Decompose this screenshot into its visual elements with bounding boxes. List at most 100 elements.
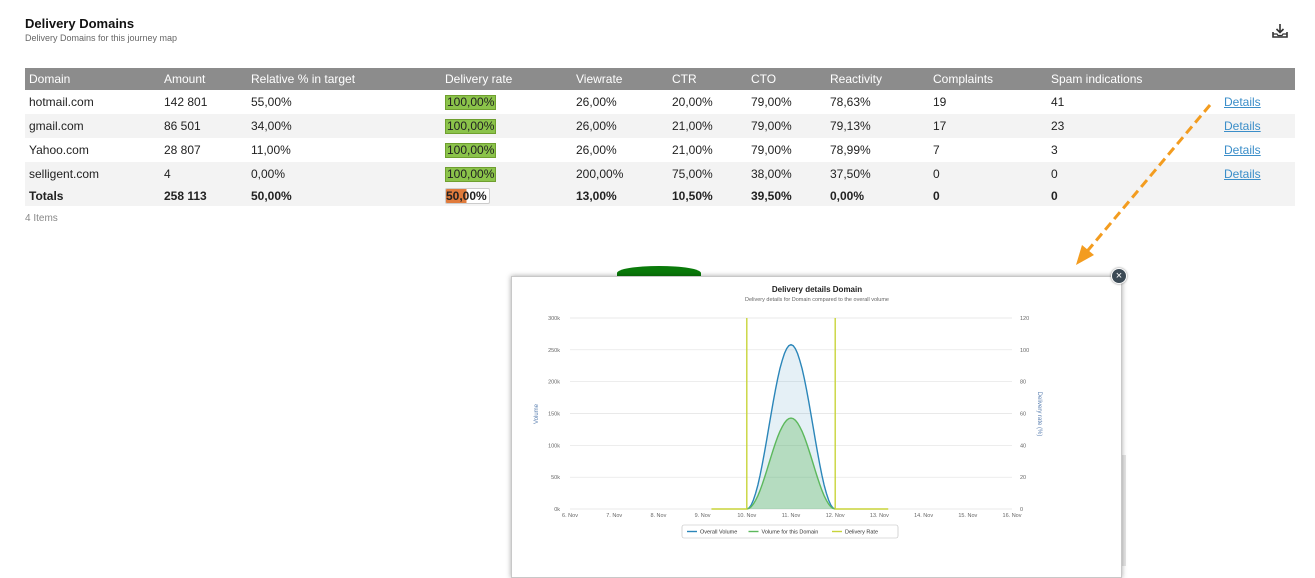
column-header[interactable]: Viewrate — [572, 68, 668, 90]
column-header[interactable]: Complaints — [929, 68, 1047, 90]
cell-cto: 79,00% — [751, 143, 792, 157]
y2-tick-label: 120 — [1020, 316, 1029, 322]
column-header[interactable]: Amount — [160, 68, 247, 90]
delivery-rate-badge: 100,00% — [445, 166, 497, 182]
table-row: Yahoo.com 28 807 11,00% 100,00% 26,00% 2… — [25, 138, 1295, 162]
table-row: selligent.com 4 0,00% 100,00% 200,00% 75… — [25, 162, 1295, 186]
delivery-rate-badge: 100,00% — [445, 94, 497, 110]
cell-complaints: 0 — [929, 162, 1047, 186]
column-header[interactable]: Relative % in target — [247, 68, 441, 90]
x-tick-label: 15. Nov — [958, 513, 977, 519]
totals-amount: 258 113 — [160, 186, 247, 206]
column-header[interactable]: Delivery rate — [441, 68, 572, 90]
area-overall-volume — [746, 344, 836, 509]
area-volume-for-domain — [746, 418, 836, 509]
x-tick-label: 13. Nov — [870, 513, 889, 519]
cell-complaints: 17 — [929, 114, 1047, 138]
x-tick-label: 16. Nov — [1003, 513, 1022, 519]
y2-tick-label: 20 — [1020, 475, 1026, 481]
cell-amount: 4 — [160, 162, 247, 186]
domains-table: Domain Amount Relative % in target Deliv… — [25, 68, 1295, 206]
table-row: gmail.com 86 501 34,00% 100,00% 26,00% 2… — [25, 114, 1295, 138]
legend-label: Delivery Rate — [845, 530, 878, 536]
details-link[interactable]: Details — [1224, 143, 1261, 157]
x-tick-label: 7. Nov — [606, 513, 622, 519]
y-tick-label: 150k — [548, 412, 560, 418]
y2-tick-label: 60 — [1020, 412, 1026, 418]
y-tick-label: 50k — [551, 475, 560, 481]
details-link[interactable]: Details — [1224, 95, 1261, 109]
totals-delivery: 50,00% — [441, 186, 572, 206]
cell-reactivity: 37,50% — [826, 162, 929, 186]
column-header[interactable]: CTO — [747, 68, 826, 90]
cell-amount: 86 501 — [160, 114, 247, 138]
totals-complaints: 0 — [929, 186, 1047, 206]
totals-row: Totals 258 113 50,00% 50,00% 13,00% 10,5… — [25, 186, 1295, 206]
cell-domain: Yahoo.com — [29, 143, 89, 157]
cell-cto: 79,00% — [747, 114, 826, 138]
cell-ctr: 21,00% — [672, 143, 713, 157]
y-axis-title: Volume — [534, 403, 540, 424]
y-tick-label: 200k — [548, 380, 560, 386]
x-tick-label: 12. Nov — [826, 513, 845, 519]
cell-viewrate: 26,00% — [572, 114, 668, 138]
callout-arrow — [1076, 104, 1212, 265]
cell-spam: 41 — [1051, 95, 1065, 109]
chart-subtitle: Delivery details for Domain compared to … — [745, 297, 889, 303]
legend-label: Volume for this Domain — [762, 530, 819, 536]
details-link[interactable]: Details — [1224, 167, 1261, 181]
cell-reactivity: 78,99% — [830, 143, 871, 157]
cell-amount: 142 801 — [164, 95, 208, 109]
x-tick-label: 11. Nov — [782, 513, 801, 519]
y-tick-label: 100k — [548, 443, 560, 449]
cell-delivery: 100,00% — [441, 90, 572, 114]
cell-viewrate: 200,00% — [572, 162, 668, 186]
y-tick-label: 0k — [554, 507, 560, 513]
cell-ctr: 75,00% — [668, 162, 747, 186]
totals-ctr: 10,50% — [668, 186, 747, 206]
background-panel-fragment — [1118, 455, 1126, 566]
table-header-row: Domain Amount Relative % in target Deliv… — [25, 68, 1295, 90]
series-line-delivery-rate — [711, 318, 889, 510]
page-title: Delivery Domains — [25, 16, 135, 31]
series-line-overall-volume — [746, 343, 836, 510]
cell-ctr: 20,00% — [672, 95, 713, 109]
cell-domain: gmail.com — [25, 114, 160, 138]
download-icon[interactable] — [1270, 22, 1290, 40]
totals-reactivity: 0,00% — [826, 186, 929, 206]
cell-domain: selligent.com — [25, 162, 160, 186]
delivery-rate-total-badge: 50,00% — [445, 188, 490, 204]
cell-relative: 11,00% — [251, 143, 291, 157]
cell-reactivity: 78,63% — [830, 95, 871, 109]
page-subtitle: Delivery Domains for this journey map — [25, 33, 178, 43]
column-header[interactable]: CTR — [668, 68, 747, 90]
column-header[interactable]: Reactivity — [826, 68, 929, 90]
cell-viewrate: 26,00% — [576, 95, 617, 109]
y-tick-label: 300k — [548, 316, 560, 322]
details-link[interactable]: Details — [1224, 119, 1261, 133]
cell-relative: 55,00% — [251, 95, 292, 109]
column-header[interactable]: Spam indications — [1047, 68, 1220, 90]
column-header[interactable]: Domain — [25, 68, 160, 90]
cell-cto: 38,00% — [747, 162, 826, 186]
cell-amount: 28 807 — [164, 143, 201, 157]
x-tick-label: 9. Nov — [695, 513, 711, 519]
delivery-details-chart: Delivery details Domain Delivery details… — [534, 285, 1042, 539]
cell-domain: hotmail.com — [29, 95, 94, 109]
legend-label: Overall Volume — [700, 530, 737, 536]
x-tick-label: 8. Nov — [650, 513, 666, 519]
y-tick-label: 250k — [548, 348, 560, 354]
y2-axis-title: Delivery rate (%) — [1036, 392, 1042, 437]
series-line-volume-for-domain — [746, 417, 836, 510]
x-tick-label: 14. Nov — [914, 513, 933, 519]
delivery-rate-badge: 100,00% — [445, 118, 497, 134]
delivery-rate-badge: 100,00% — [445, 142, 497, 158]
chart-legend — [681, 524, 899, 539]
column-header-actions — [1220, 68, 1295, 90]
totals-cto: 39,50% — [747, 186, 826, 206]
cell-viewrate: 26,00% — [576, 143, 617, 157]
cell-relative: 34,00% — [247, 114, 441, 138]
close-icon[interactable]: × — [1111, 268, 1127, 284]
totals-relative: 50,00% — [247, 186, 441, 206]
y2-tick-label: 0 — [1020, 507, 1023, 513]
